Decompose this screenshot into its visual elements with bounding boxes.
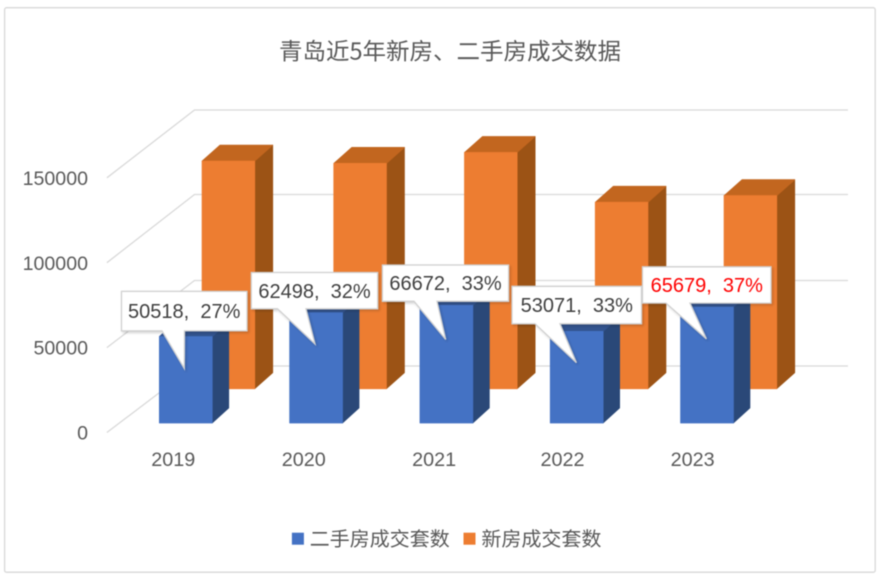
svg-text:53071, 33%: 53071, 33% bbox=[521, 295, 634, 317]
svg-text:2022: 2022 bbox=[540, 449, 584, 471]
svg-text:2021: 2021 bbox=[412, 449, 456, 471]
svg-text:150000: 150000 bbox=[23, 168, 88, 190]
svg-text:100000: 100000 bbox=[23, 253, 88, 275]
svg-text:50000: 50000 bbox=[34, 338, 89, 360]
svg-text:66672, 33%: 66672, 33% bbox=[389, 273, 502, 295]
svg-text:65679, 37%: 65679, 37% bbox=[651, 275, 764, 297]
svg-text:0: 0 bbox=[77, 423, 88, 445]
svg-text:50518, 27%: 50518, 27% bbox=[128, 301, 241, 323]
svg-text:62498, 32%: 62498, 32% bbox=[258, 281, 371, 303]
svg-text:2023: 2023 bbox=[671, 449, 715, 471]
svg-text:2020: 2020 bbox=[282, 449, 326, 471]
svg-text:2019: 2019 bbox=[151, 449, 195, 471]
